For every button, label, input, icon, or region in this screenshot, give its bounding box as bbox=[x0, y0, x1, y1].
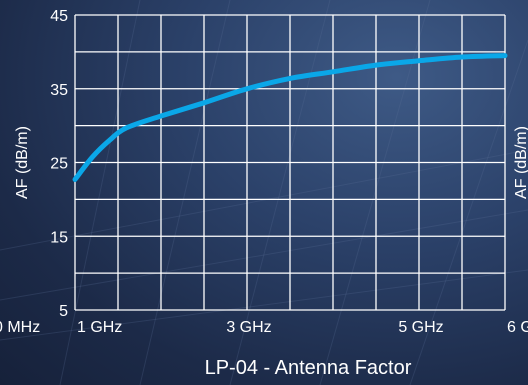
y-axis-title-left: AF (dB/m) bbox=[14, 126, 31, 199]
chart-grid bbox=[74, 14, 506, 311]
x-tick-label: 1 GHz bbox=[77, 319, 122, 336]
series-line-antenna-factor bbox=[72, 53, 508, 182]
left-panel-tick-label: 0 MHz bbox=[0, 319, 40, 336]
y-tick-label: 25 bbox=[50, 156, 68, 173]
chart-caption: LP-04 - Antenna Factor bbox=[204, 357, 412, 379]
y-axis-title-right: AF (dB/m) bbox=[513, 126, 528, 199]
x-tick-labels: 1 GHz 3 GHz 5 GHz 6 GHz bbox=[77, 319, 528, 336]
y-tick-label: 35 bbox=[50, 82, 68, 99]
x-tick-label: 3 GHz bbox=[226, 319, 271, 336]
x-tick-label: 6 GHz bbox=[507, 319, 528, 336]
x-tick-label: 5 GHz bbox=[398, 319, 443, 336]
y-tick-labels: 5 15 25 35 45 bbox=[50, 8, 68, 320]
y-tick-label: 5 bbox=[59, 303, 68, 320]
y-tick-label: 45 bbox=[50, 8, 68, 25]
y-tick-label: 15 bbox=[50, 229, 68, 246]
